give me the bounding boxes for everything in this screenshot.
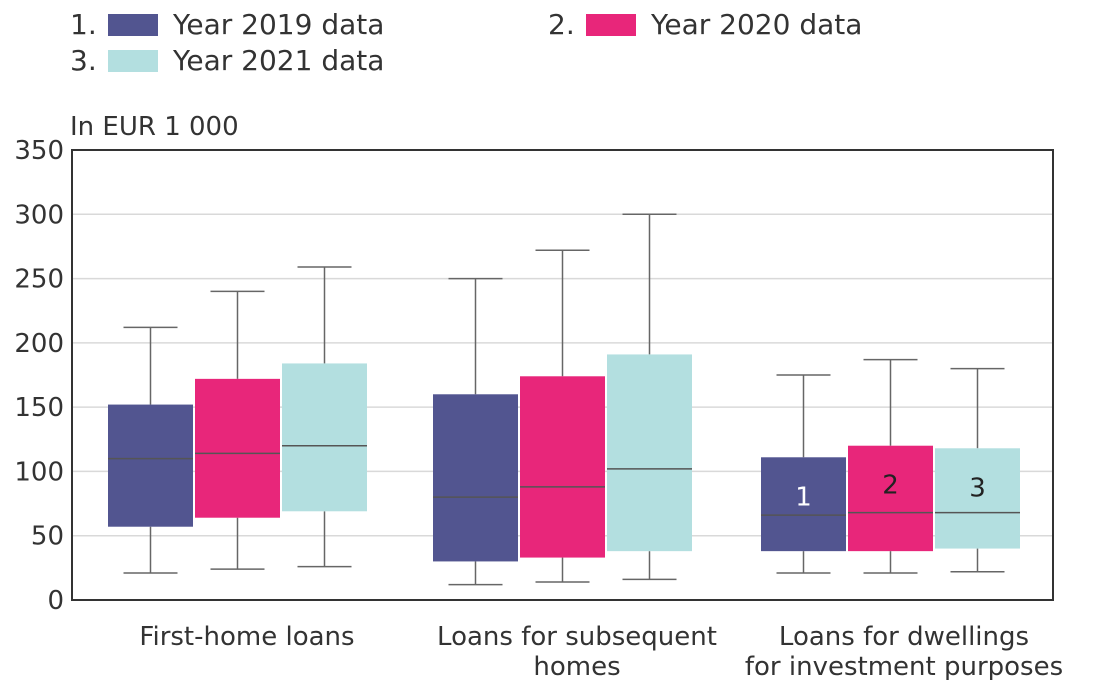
y-tick-50: 50 bbox=[31, 522, 64, 552]
box-body bbox=[761, 457, 846, 552]
legend-label-1: Year 2019 data bbox=[172, 8, 384, 41]
box-body bbox=[520, 376, 605, 558]
box-1-category-2 bbox=[433, 277, 518, 586]
legend-number-1: 1. bbox=[70, 8, 97, 41]
box-1-category-3 bbox=[761, 374, 846, 574]
box-body bbox=[195, 378, 280, 518]
box-body bbox=[433, 394, 518, 562]
y-tick-300: 300 bbox=[14, 200, 64, 230]
unit-label: In EUR 1 000 bbox=[70, 112, 239, 142]
legend-label-2: Year 2020 data bbox=[650, 8, 862, 41]
y-tick-250: 250 bbox=[14, 265, 64, 295]
y-tick-200: 200 bbox=[14, 329, 64, 359]
legend-number-3: 3. bbox=[70, 44, 97, 77]
category-label-3: Loans for dwellings for investment purpos… bbox=[745, 622, 1063, 680]
box-3-category-1 bbox=[282, 266, 367, 568]
legend-number-2: 2. bbox=[548, 8, 575, 41]
box-body bbox=[848, 445, 933, 552]
box-2-category-1 bbox=[195, 290, 280, 570]
x-axis: First-home loans Loans for subsequent home… bbox=[139, 622, 1063, 680]
box-body bbox=[935, 448, 1020, 549]
y-tick-0: 0 bbox=[47, 586, 64, 616]
box-body bbox=[108, 404, 193, 527]
box-number-label-3: 3 bbox=[969, 473, 986, 503]
legend-swatch-2 bbox=[586, 14, 636, 36]
y-tick-150: 150 bbox=[14, 393, 64, 423]
plot-frame bbox=[71, 149, 1054, 601]
box-number-label-2: 2 bbox=[882, 471, 899, 501]
y-tick-350: 350 bbox=[14, 136, 64, 166]
y-axis: 0 50 100 150 200 250 300 350 bbox=[14, 136, 64, 616]
legend-label-3: Year 2021 data bbox=[172, 44, 384, 77]
box-body bbox=[607, 354, 692, 552]
legend-swatch-1 bbox=[108, 14, 158, 36]
category-label-1: First-home loans bbox=[139, 622, 354, 652]
box-3-category-2 bbox=[607, 213, 692, 581]
box-2-category-2 bbox=[520, 249, 605, 583]
box-3-category-3 bbox=[935, 367, 1020, 573]
box-number-label-1: 1 bbox=[795, 482, 812, 512]
box-1-category-1 bbox=[108, 326, 193, 574]
category-label-2: Loans for subsequent homes bbox=[437, 622, 717, 680]
legend-swatch-3 bbox=[108, 50, 158, 72]
plot-area: 1 2 3 bbox=[108, 213, 1020, 586]
y-tick-100: 100 bbox=[14, 457, 64, 487]
legend: 1. Year 2019 data 2. Year 2020 data 3. Year 2… bbox=[70, 8, 862, 77]
box-2-category-3 bbox=[848, 358, 933, 574]
box-body bbox=[282, 363, 367, 512]
